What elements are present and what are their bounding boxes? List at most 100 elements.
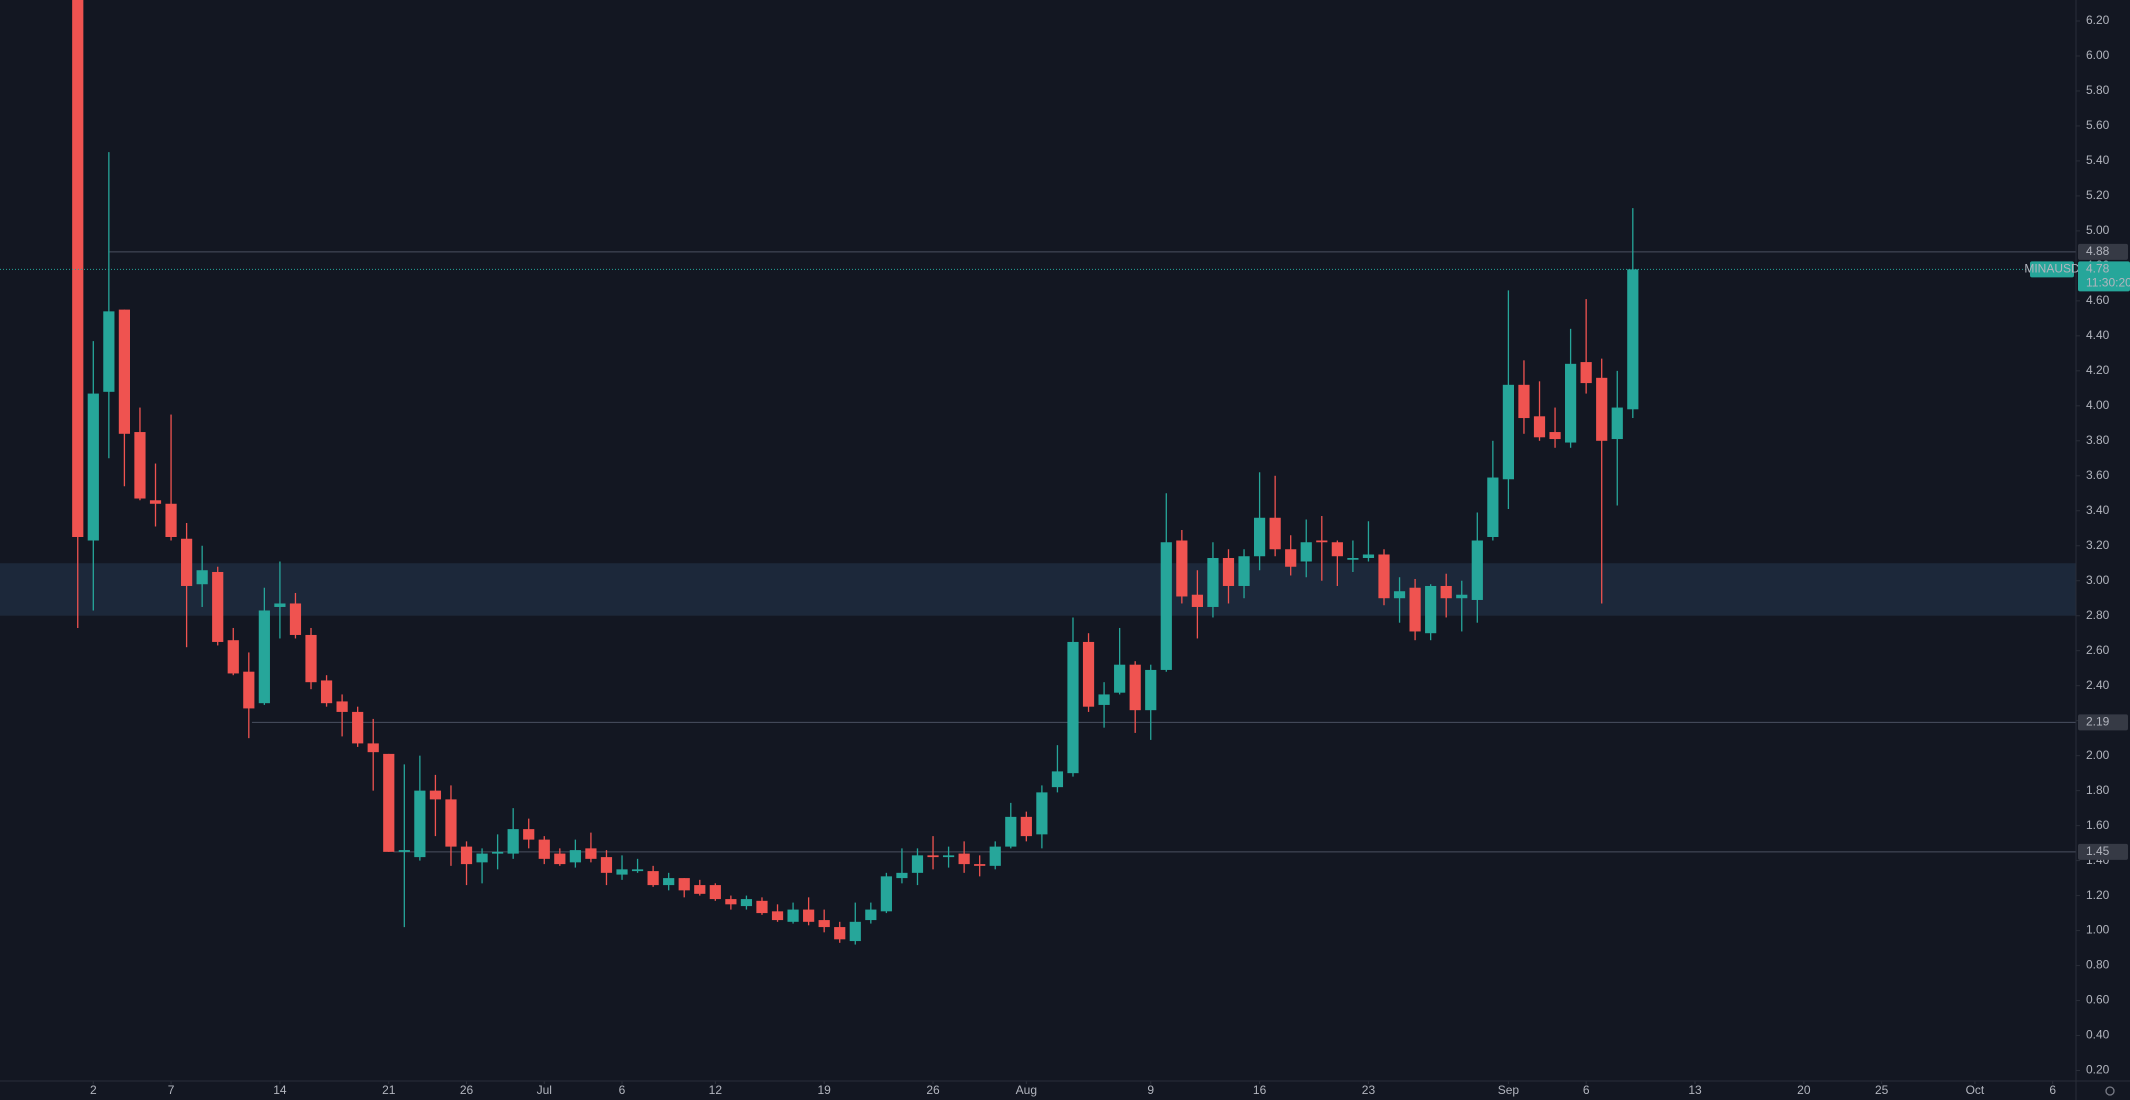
candle-body (709, 885, 721, 900)
candle-body (149, 500, 162, 504)
candle-body (1098, 694, 1110, 705)
candle-body (1378, 554, 1390, 599)
candle-body (694, 885, 706, 894)
candle-body (569, 850, 581, 863)
y-tick-label: 6.00 (2086, 48, 2110, 62)
candle-body (740, 899, 753, 907)
level-tag (2078, 843, 2128, 860)
candle-body (1487, 477, 1499, 538)
candle-body (725, 899, 737, 905)
candle-body (1456, 594, 1468, 599)
y-tick-label: 2.00 (2086, 748, 2110, 762)
candle-body (196, 570, 208, 585)
x-tick-label: 23 (1362, 1083, 1376, 1097)
y-tick-label: 4.00 (2086, 398, 2110, 412)
candle-body (367, 743, 379, 753)
y-tick-label: 3.40 (2086, 503, 2110, 517)
y-tick-label: 3.60 (2086, 468, 2110, 482)
candle-body (1020, 816, 1032, 837)
candle-body (336, 701, 348, 712)
candle-body (181, 538, 193, 586)
candle-body (72, 0, 84, 538)
candle-body (460, 846, 473, 865)
candle-body (87, 393, 99, 541)
price-tag-label: 4.78 (2086, 262, 2110, 276)
candle-body (803, 909, 815, 922)
candle-body (118, 309, 131, 434)
candle-body (1393, 591, 1406, 599)
candle-body (1238, 556, 1250, 586)
candle-body (476, 853, 488, 863)
candle-body (896, 872, 908, 879)
candle-body (1191, 594, 1203, 607)
candle-body (663, 878, 675, 886)
x-tick-label: 12 (709, 1083, 723, 1097)
candle-body (1565, 363, 1577, 443)
candle-body (865, 909, 877, 921)
level-tag (2078, 714, 2128, 731)
candle-body (414, 790, 426, 858)
candle-body (258, 610, 270, 704)
x-tick-label: Jul (537, 1083, 552, 1097)
candle-body (212, 571, 224, 642)
candle-body (911, 855, 924, 873)
candle-body (320, 680, 333, 704)
y-tick-label: 0.80 (2086, 958, 2110, 972)
candle-body (1347, 557, 1359, 560)
candle-body (974, 864, 986, 866)
zone (0, 563, 2076, 616)
x-tick-label: 6 (619, 1083, 626, 1097)
level-tag-label: 4.88 (2086, 244, 2110, 258)
y-tick-label: 4.40 (2086, 328, 2110, 342)
candle-body (352, 711, 364, 744)
plot-area (0, 0, 2076, 945)
candle-body (383, 753, 395, 852)
candle-body (523, 829, 535, 840)
x-tick-label: 7 (168, 1083, 175, 1097)
candle-body (1005, 816, 1017, 847)
candle-body (445, 799, 457, 847)
candle-body (834, 927, 846, 940)
x-tick-label: 26 (460, 1083, 474, 1097)
x-tick-label: 9 (1147, 1083, 1154, 1097)
settings-icon[interactable] (2105, 1086, 2115, 1096)
y-tick-label: 2.40 (2086, 678, 2110, 692)
symbol-tag (2030, 261, 2074, 278)
candle-body (1502, 384, 1515, 480)
x-tick-label: 25 (1875, 1083, 1889, 1097)
candle-body (429, 790, 442, 800)
candle-body (1425, 585, 1437, 634)
y-tick-label: 3.80 (2086, 433, 2110, 447)
y-tick-label: 4.20 (2086, 363, 2110, 377)
y-tick-label: 3.00 (2086, 573, 2110, 587)
candle-body (274, 603, 286, 607)
candle-body (398, 850, 410, 852)
x-tick-label: 21 (382, 1083, 396, 1097)
candle-body (818, 920, 830, 928)
x-tick-label: Aug (1016, 1083, 1037, 1097)
candle-body (1549, 432, 1561, 440)
level-tag-label: 1.45 (2086, 844, 2110, 858)
y-tick-label: 2.80 (2086, 608, 2110, 622)
candle-body (1596, 377, 1608, 441)
candle-body (507, 829, 519, 854)
candle-body (1082, 641, 1095, 707)
candle-body (942, 855, 955, 858)
candle-body (1160, 542, 1172, 670)
level-tag-label: 2.19 (2086, 715, 2110, 729)
candle-body (787, 909, 799, 922)
candle-body (1440, 585, 1452, 599)
x-tick-label: 26 (926, 1083, 940, 1097)
candle-body (492, 851, 504, 854)
candle-body (1207, 557, 1219, 607)
candle-body (305, 634, 317, 683)
candle-body (1129, 664, 1141, 711)
candle-body (631, 869, 644, 872)
candle-body (103, 311, 115, 392)
candle-body (554, 853, 566, 865)
candle-body (756, 900, 768, 914)
candle-body (958, 853, 970, 865)
candle-body (585, 848, 597, 859)
